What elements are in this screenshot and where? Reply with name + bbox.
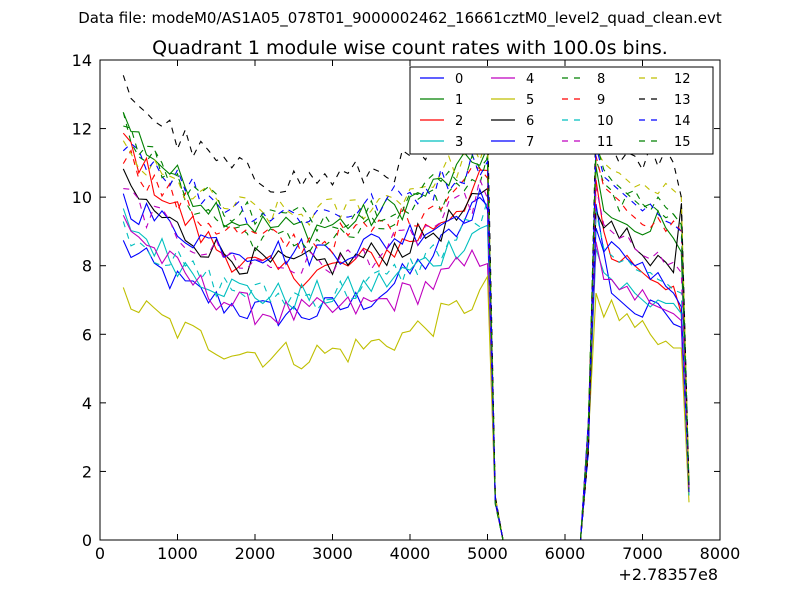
legend-label-3: 3 (455, 135, 463, 150)
legend-label-0: 0 (455, 72, 463, 87)
series-line-7 (122, 187, 690, 541)
y-tick-label: 2 (82, 462, 92, 481)
series-line-9 (122, 149, 690, 541)
chart-title: Quadrant 1 module wise count rates with … (152, 37, 668, 59)
legend-label-12: 12 (674, 72, 691, 87)
legend-label-7: 7 (526, 135, 534, 150)
x-tick-label: 3000 (312, 544, 353, 563)
y-tick-label: 14 (72, 51, 92, 70)
legend-frame (409, 66, 714, 155)
legend-label-9: 9 (597, 93, 605, 108)
x-tick-label: 0 (95, 544, 105, 563)
y-tick-label: 10 (72, 188, 92, 207)
plot-series-group (122, 75, 690, 541)
legend-label-6: 6 (526, 114, 534, 129)
y-tick-label: 4 (82, 394, 92, 413)
legend-label-15: 15 (674, 135, 691, 150)
series-line-2 (122, 132, 690, 541)
y-tick-label: 12 (72, 120, 92, 139)
series-line-3 (122, 208, 690, 541)
legend-label-14: 14 (674, 114, 691, 129)
x-tick-label: 2000 (235, 544, 276, 563)
series-line-6 (122, 168, 690, 541)
series-line-8 (122, 112, 690, 541)
series-line-12 (122, 137, 690, 541)
series-line-5 (122, 274, 690, 541)
legend-label-8: 8 (597, 72, 605, 87)
series-line-4 (122, 215, 690, 541)
legend-label-4: 4 (526, 72, 534, 87)
x-axis: 0 1000 2000 3000 4000 5000 6000 7000 8000 (95, 60, 740, 563)
x-tick-label: 4000 (390, 544, 431, 563)
legend-label-13: 13 (674, 93, 691, 108)
legend-label-10: 10 (597, 114, 614, 129)
series-line-14 (122, 142, 690, 541)
series-line-1 (122, 112, 690, 541)
x-tick-label: 1000 (157, 544, 198, 563)
y-tick-label: 0 (82, 531, 92, 550)
x-tick-label: 6000 (545, 544, 586, 563)
legend-label-11: 11 (597, 135, 614, 150)
x-tick-label: 8000 (700, 544, 741, 563)
series-line-15 (123, 125, 690, 541)
legend-label-1: 1 (455, 93, 463, 108)
y-tick-label: 8 (82, 257, 92, 276)
x-tick-label: 5000 (467, 544, 508, 563)
series-line-0 (122, 196, 690, 541)
x-offset-label: +2.78357e8 (618, 565, 718, 584)
chart-suptitle: Data file: modeM0/AS1A05_078T01_90000024… (78, 9, 722, 28)
series-line-11 (123, 177, 690, 541)
x-tick-label: 7000 (622, 544, 663, 563)
legend-label-2: 2 (455, 114, 463, 129)
y-tick-label: 6 (82, 325, 92, 344)
legend-label-5: 5 (526, 93, 534, 108)
